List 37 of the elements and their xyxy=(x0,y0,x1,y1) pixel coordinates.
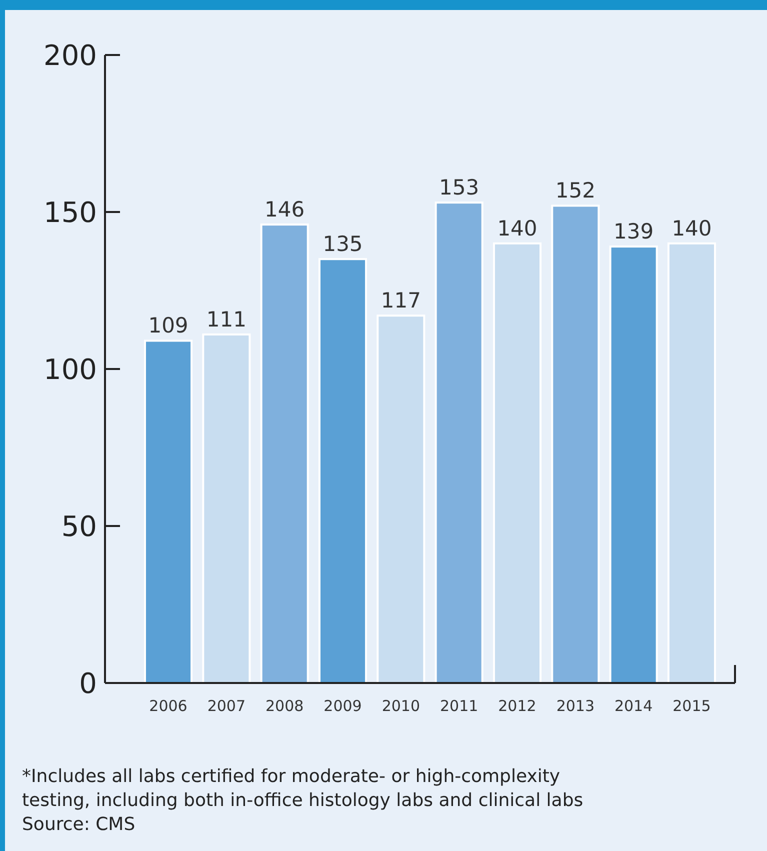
data-label: 153 xyxy=(439,176,480,200)
y-tick-label: 50 xyxy=(61,510,97,543)
x-tick-label: 2011 xyxy=(440,697,478,715)
x-tick-label: 2008 xyxy=(266,697,304,715)
y-tick-label: 200 xyxy=(44,38,97,72)
data-label: 117 xyxy=(380,288,421,313)
bar xyxy=(260,224,309,684)
source-note: Source: CMS xyxy=(22,814,136,835)
x-tick-label: 2007 xyxy=(207,697,246,715)
bar xyxy=(667,242,716,684)
y-tick-label: 100 xyxy=(44,352,97,386)
bar xyxy=(376,314,426,684)
data-label: 140 xyxy=(672,216,712,240)
bar xyxy=(144,340,193,684)
data-label: 152 xyxy=(555,178,596,203)
y-tick-label: 0 xyxy=(79,666,97,700)
x-tick-label: 2012 xyxy=(498,697,536,715)
data-label: 140 xyxy=(497,216,538,240)
bar xyxy=(609,246,658,684)
text: *Includes all labs certified for moderate- or high-complexity testing, including both in-office histology labs and clinical labs xyxy=(22,766,584,811)
x-tick-label: 2006 xyxy=(149,697,188,715)
bar xyxy=(492,242,542,684)
y-tick-label: 150 xyxy=(44,196,97,229)
bar xyxy=(318,258,368,684)
x-tick-label: 2013 xyxy=(556,697,594,715)
data-label: 139 xyxy=(614,220,654,244)
data-label: 146 xyxy=(264,198,305,222)
x-tick-label: 2015 xyxy=(672,697,711,715)
bar xyxy=(434,202,484,684)
x-tick-label: 2014 xyxy=(614,697,653,715)
x-tick-label: 2009 xyxy=(324,697,362,715)
data-label: 135 xyxy=(322,232,363,256)
bar xyxy=(202,333,251,684)
data-label: 111 xyxy=(206,307,246,332)
bar xyxy=(551,204,600,684)
data-label: 109 xyxy=(148,314,188,338)
x-tick-label: 2010 xyxy=(382,697,420,715)
